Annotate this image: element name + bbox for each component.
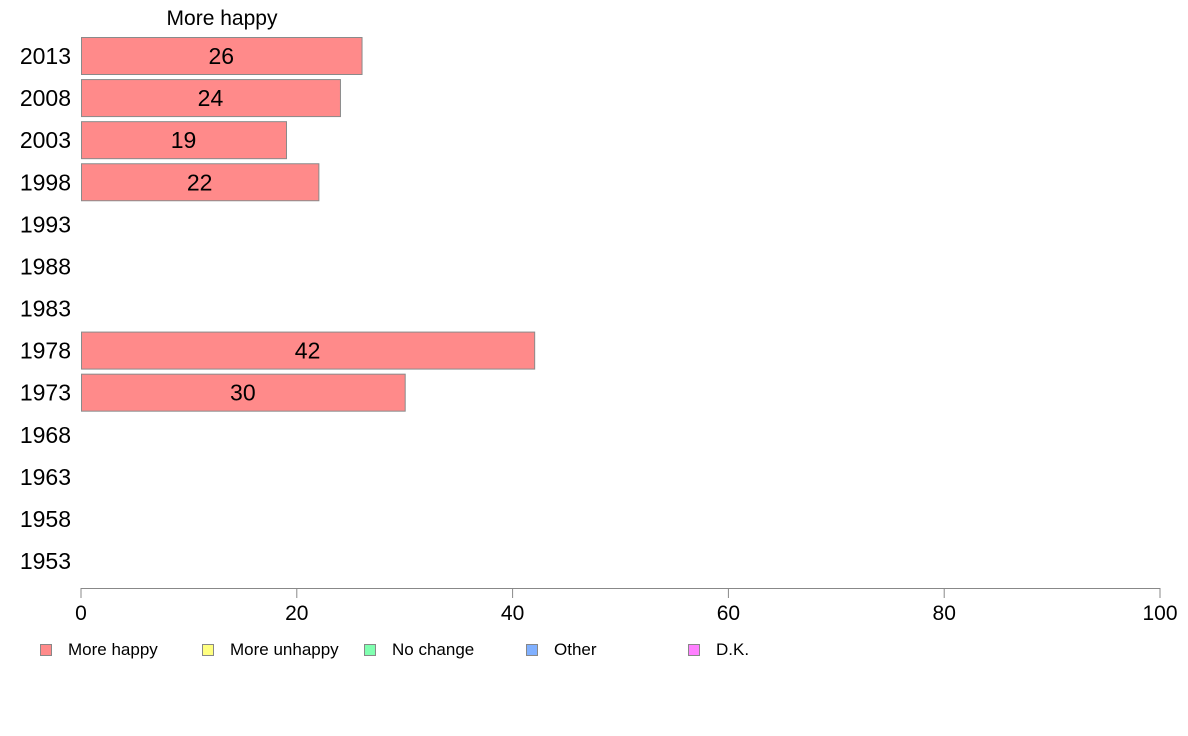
- x-tick-label: 0: [75, 602, 87, 625]
- y-tick-label: 1973: [20, 380, 71, 406]
- legend-label: D.K.: [716, 640, 750, 659]
- y-tick-label: 1983: [20, 296, 71, 322]
- x-tick-label: 20: [285, 602, 308, 625]
- legend-swatch: [688, 644, 700, 656]
- bar: [81, 163, 320, 202]
- legend-label: Other: [554, 640, 597, 659]
- legend-label: More unhappy: [230, 640, 339, 659]
- bar-data-label: 24: [198, 85, 224, 111]
- legend-item-dk: D.K.: [688, 640, 749, 660]
- legend-item-more-unhappy: More unhappy: [202, 640, 339, 660]
- x-tick-label: 60: [717, 602, 740, 625]
- legend: More happy More unhappy No change Other …: [0, 640, 1188, 664]
- bar: [81, 79, 341, 118]
- legend-swatch: [526, 644, 538, 656]
- bar-data-label: 42: [295, 338, 321, 364]
- bar-data-label: 22: [187, 169, 213, 195]
- y-tick-label: 1978: [20, 338, 71, 364]
- bar: [81, 121, 288, 160]
- y-tick-label: 1993: [20, 211, 71, 237]
- bar: [81, 373, 406, 412]
- bar-data-label: 30: [230, 380, 256, 406]
- y-tick-label: 1963: [20, 464, 71, 490]
- legend-swatch: [364, 644, 376, 656]
- x-tick-label: 40: [501, 602, 524, 625]
- y-tick-label: 1968: [20, 422, 71, 448]
- y-tick-label: 1998: [20, 169, 71, 195]
- legend-item-other: Other: [526, 640, 597, 660]
- y-tick-label: 1953: [20, 548, 71, 574]
- x-tick-label: 80: [933, 602, 956, 625]
- bar-data-label: 19: [171, 127, 197, 153]
- legend-swatch: [40, 644, 52, 656]
- y-tick-label: 2013: [20, 43, 71, 69]
- legend-label: No change: [392, 640, 475, 659]
- y-tick-label: 2003: [20, 127, 71, 153]
- bar-data-label: 26: [208, 43, 234, 69]
- y-tick-label: 1988: [20, 253, 71, 279]
- bar: [81, 331, 536, 370]
- bar: [81, 37, 363, 75]
- legend-swatch: [202, 644, 214, 656]
- legend-item-more-happy: More happy: [40, 640, 158, 660]
- legend-item-no-change: No change: [364, 640, 474, 660]
- legend-label: More happy: [68, 640, 158, 659]
- y-tick-label: 2008: [20, 85, 71, 111]
- x-tick-label: 100: [1142, 602, 1177, 625]
- chart-title: More happy: [167, 7, 278, 30]
- y-tick-label: 1958: [20, 506, 71, 532]
